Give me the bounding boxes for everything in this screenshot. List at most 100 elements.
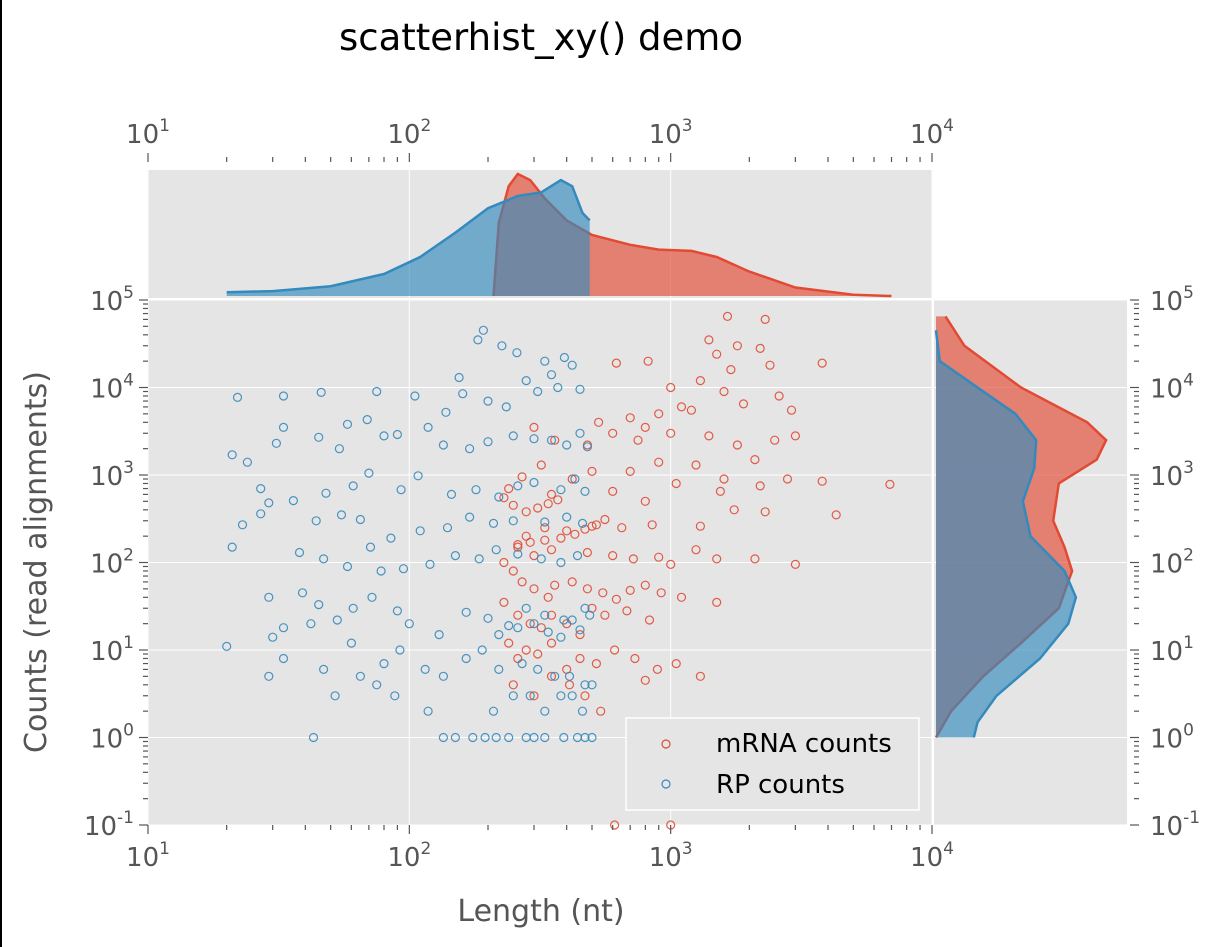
y-tick-label: 101 [90, 633, 134, 667]
legend-label-mrna: mRNA counts [716, 729, 892, 759]
rp-point [404, 619, 414, 629]
mrna-point [729, 505, 739, 515]
rp-point [564, 671, 575, 681]
mrna-point [666, 382, 676, 393]
mrna-point [695, 521, 706, 531]
rp-point [488, 706, 499, 716]
rp-point [491, 732, 501, 743]
rp-point [491, 545, 501, 555]
top-density-area-rp [226, 180, 590, 296]
rp-point [580, 486, 590, 496]
mrna-point [885, 479, 895, 489]
rp-point [494, 629, 504, 640]
rp-point [556, 632, 566, 642]
mrna-point [750, 455, 760, 465]
mrna-point [617, 523, 627, 533]
rp-point [438, 671, 448, 681]
rp-point [559, 732, 569, 743]
rp-point [232, 392, 243, 402]
mrna-point [654, 457, 664, 467]
mrna-point [529, 691, 539, 701]
rp-point [342, 561, 353, 572]
rp-point [562, 440, 572, 450]
rp-point [504, 732, 514, 743]
rp-point [553, 382, 563, 393]
top-x-tick-label: 102 [387, 116, 431, 150]
rp-point [278, 422, 289, 432]
rp-point [423, 422, 433, 432]
y-tick-label: 104 [90, 371, 134, 405]
mrna-point [553, 495, 563, 505]
rp-point [550, 671, 560, 681]
rp-point [546, 435, 557, 445]
y-tick-label: 105 [90, 283, 134, 317]
rp-point [332, 615, 342, 625]
rp-point [342, 419, 353, 429]
rp-point [398, 564, 409, 574]
rp-point [562, 512, 572, 522]
rp-point [438, 732, 448, 743]
mrna-point [630, 653, 640, 664]
rp-point [376, 566, 386, 576]
mrna-point [831, 510, 841, 520]
rp-point [587, 680, 597, 690]
mrna-point [550, 435, 560, 445]
mrna-point [656, 588, 666, 598]
rp-point [517, 658, 527, 669]
rp-point [471, 485, 481, 495]
rp-point [540, 706, 550, 716]
mrna-point [755, 481, 765, 491]
mrna-point [591, 658, 602, 669]
mrna-point [643, 356, 653, 366]
rp-point [556, 691, 566, 701]
mrna-point [666, 428, 676, 438]
rp-point [297, 588, 308, 598]
rp-point [508, 691, 518, 701]
rp-point [438, 440, 448, 450]
rp-point [441, 407, 451, 417]
mrna-point [508, 500, 518, 510]
rp-point [540, 732, 550, 743]
rp-point [556, 557, 566, 568]
y-tick-label: 102 [90, 546, 134, 580]
rp-point [362, 415, 372, 425]
rp-point [473, 335, 483, 345]
rp-point [355, 671, 365, 681]
rp-point [334, 444, 344, 454]
mrna-point [722, 311, 733, 321]
rp-point [582, 442, 593, 452]
rp-point [256, 484, 266, 494]
mrna-point [726, 365, 736, 375]
mrna-point [567, 474, 577, 484]
mrna-point [536, 460, 546, 470]
rp-point [379, 431, 389, 441]
rp-point [278, 653, 289, 664]
mrna-point [525, 619, 535, 629]
rp-point [364, 468, 374, 478]
mrna-point [598, 588, 608, 598]
rp-point [434, 629, 444, 640]
mrna-point [570, 529, 580, 539]
rp-point [268, 632, 278, 642]
rp-point [536, 554, 546, 564]
mrna-point [790, 431, 801, 441]
mrna-point [513, 542, 523, 552]
axis-ticks [139, 153, 1139, 834]
top-x-tick-label: 104 [910, 116, 954, 150]
mrna-point [654, 552, 664, 562]
mrna-point [533, 503, 543, 513]
rp-point [346, 638, 356, 648]
rp-point [529, 619, 539, 629]
mrna-point [546, 671, 557, 681]
mrna-point [691, 460, 701, 470]
rp-point [379, 658, 389, 669]
mrna-point [738, 399, 749, 409]
rp-point [256, 509, 266, 519]
mrna-point [609, 645, 620, 655]
rp-point [529, 732, 539, 743]
mrna-point [608, 486, 618, 496]
rp-point [529, 434, 539, 444]
x-tick-label: 102 [387, 839, 431, 873]
mrna-point [770, 435, 780, 445]
rp-point [264, 498, 274, 508]
